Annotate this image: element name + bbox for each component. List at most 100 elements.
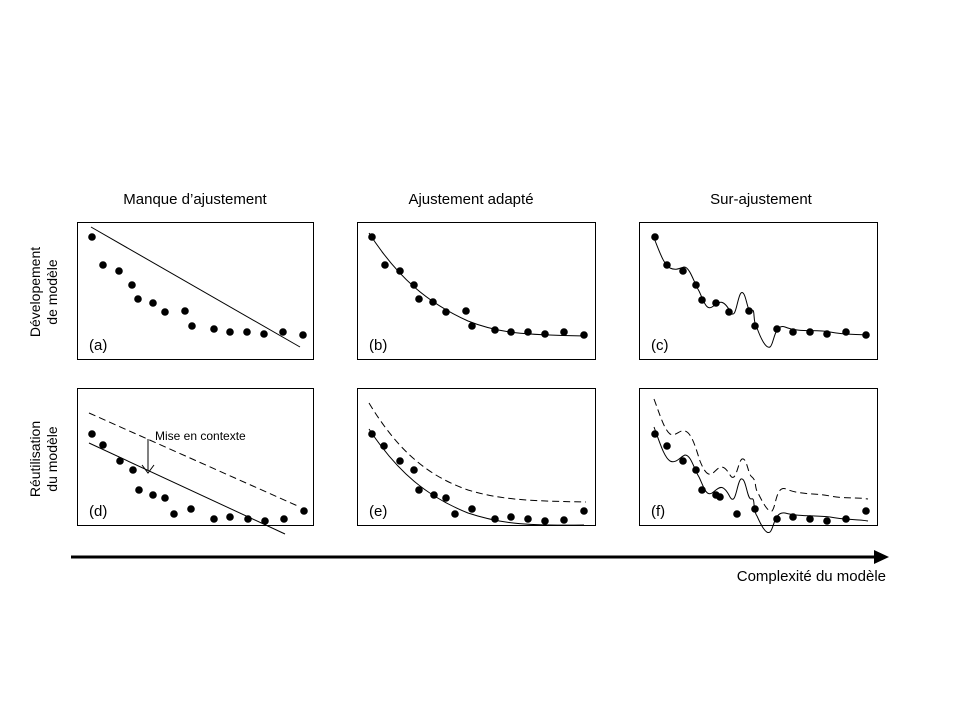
data-points bbox=[88, 233, 307, 339]
data-point bbox=[468, 322, 476, 330]
data-point bbox=[260, 330, 268, 338]
data-point bbox=[244, 515, 252, 523]
data-point bbox=[129, 466, 137, 474]
data-point bbox=[862, 507, 870, 515]
context-curve-dashed bbox=[653, 398, 869, 512]
data-points bbox=[651, 430, 870, 525]
panel-label-f: (f) bbox=[651, 503, 666, 520]
data-point bbox=[396, 267, 404, 275]
data-point bbox=[663, 442, 671, 450]
data-point bbox=[823, 517, 831, 525]
data-point bbox=[226, 328, 234, 336]
data-point bbox=[279, 328, 287, 336]
panel-b: (b) bbox=[357, 222, 596, 360]
data-point bbox=[751, 505, 759, 513]
data-points bbox=[368, 430, 588, 525]
panel-label-d: (d) bbox=[89, 503, 108, 520]
data-point bbox=[789, 328, 797, 336]
data-point bbox=[410, 466, 418, 474]
data-point bbox=[468, 505, 476, 513]
data-point bbox=[507, 328, 515, 336]
data-point bbox=[430, 491, 438, 499]
data-point bbox=[226, 513, 234, 521]
data-point bbox=[368, 430, 376, 438]
data-point bbox=[115, 267, 123, 275]
data-point bbox=[806, 515, 814, 523]
panel-label-b: (b) bbox=[369, 337, 388, 354]
data-point bbox=[368, 233, 376, 241]
data-point bbox=[442, 308, 450, 316]
data-point bbox=[712, 299, 720, 307]
data-point bbox=[580, 507, 588, 515]
panel-label-e: (e) bbox=[369, 503, 388, 520]
fit-curve bbox=[368, 232, 587, 337]
data-point bbox=[161, 494, 169, 502]
data-point bbox=[524, 515, 532, 523]
data-point bbox=[524, 328, 532, 336]
fit-curve bbox=[653, 426, 869, 534]
data-point bbox=[692, 466, 700, 474]
data-point bbox=[396, 457, 404, 465]
data-point bbox=[415, 295, 423, 303]
data-point bbox=[692, 281, 700, 289]
data-point bbox=[751, 322, 759, 330]
data-point bbox=[128, 281, 136, 289]
panel-a: (a) bbox=[77, 222, 314, 360]
data-point bbox=[99, 441, 107, 449]
panel-e: (e) bbox=[357, 388, 596, 526]
data-point bbox=[541, 330, 549, 338]
panel-a-plot bbox=[88, 226, 307, 348]
data-point bbox=[862, 331, 870, 339]
data-point bbox=[580, 331, 588, 339]
data-point bbox=[280, 515, 288, 523]
complexity-axis-arrowhead bbox=[874, 550, 889, 564]
fit-curve bbox=[368, 428, 585, 526]
data-point bbox=[149, 299, 157, 307]
data-point bbox=[725, 308, 733, 316]
data-point bbox=[88, 430, 96, 438]
data-points bbox=[88, 430, 308, 525]
data-point bbox=[806, 328, 814, 336]
column-title-underfit: Manque d’ajustement bbox=[123, 191, 267, 208]
data-point bbox=[161, 308, 169, 316]
data-point bbox=[679, 267, 687, 275]
data-point bbox=[698, 486, 706, 494]
data-point bbox=[507, 513, 515, 521]
fit-curve bbox=[653, 237, 869, 348]
data-point bbox=[300, 507, 308, 515]
data-point bbox=[491, 515, 499, 523]
panel-b-plot bbox=[368, 232, 588, 339]
data-point bbox=[491, 326, 499, 334]
complexity-axis-label: Complexité du modèle bbox=[736, 568, 886, 585]
panel-label-c: (c) bbox=[651, 337, 669, 354]
column-title-goodfit: Ajustement adapté bbox=[408, 191, 534, 208]
column-title-overfit: Sur-ajustement bbox=[710, 191, 812, 208]
data-point bbox=[170, 510, 178, 518]
data-point bbox=[210, 515, 218, 523]
panel-c: (c) bbox=[639, 222, 878, 360]
panel-label-a: (a) bbox=[89, 337, 108, 354]
context-line-dashed bbox=[88, 412, 301, 508]
data-point bbox=[733, 510, 741, 518]
data-point bbox=[745, 307, 753, 315]
data-point bbox=[243, 328, 251, 336]
data-point bbox=[651, 233, 659, 241]
panel-d-plot bbox=[88, 412, 308, 535]
data-point bbox=[188, 322, 196, 330]
data-point bbox=[451, 510, 459, 518]
data-point bbox=[187, 505, 195, 513]
data-point bbox=[88, 233, 96, 241]
data-point bbox=[380, 442, 388, 450]
data-point bbox=[415, 486, 423, 494]
data-point bbox=[541, 517, 549, 525]
data-point bbox=[149, 491, 157, 499]
context-annotation: Mise en contexte bbox=[155, 429, 246, 443]
data-point bbox=[410, 281, 418, 289]
data-point bbox=[134, 295, 142, 303]
data-points bbox=[651, 233, 870, 339]
data-point bbox=[135, 486, 143, 494]
panel-e-plot bbox=[368, 402, 588, 526]
data-point bbox=[789, 513, 797, 521]
data-point bbox=[663, 261, 671, 269]
